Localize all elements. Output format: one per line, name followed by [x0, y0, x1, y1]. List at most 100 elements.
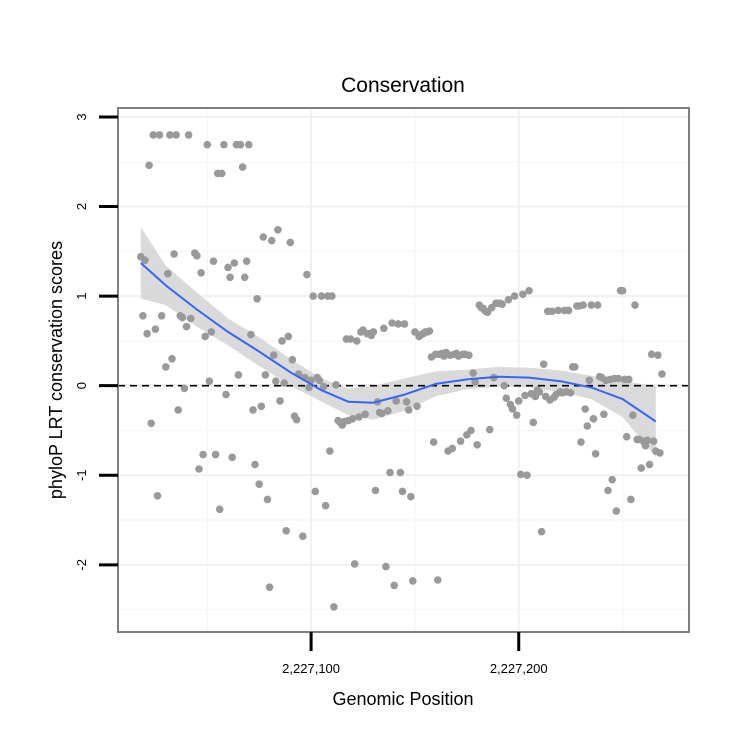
- data-point: [456, 437, 465, 446]
- data-point: [286, 238, 295, 247]
- data-point: [184, 131, 193, 139]
- data-point: [425, 327, 434, 335]
- data-point: [272, 377, 280, 386]
- data-point: [247, 330, 255, 339]
- data-point: [162, 363, 170, 371]
- data-point: [168, 355, 176, 363]
- data-point: [400, 320, 409, 328]
- data-point: [242, 257, 251, 266]
- data-point: [355, 413, 363, 421]
- data-point: [205, 377, 214, 386]
- data-point: [471, 378, 479, 386]
- data-point: [299, 532, 307, 540]
- confidence-band-layer: [140, 227, 656, 458]
- data-point: [207, 328, 216, 336]
- data-point: [332, 381, 340, 389]
- data-point: [512, 411, 521, 420]
- data-point: [174, 406, 182, 414]
- confidence-band: [140, 227, 656, 458]
- data-point: [591, 450, 600, 458]
- data-point: [172, 131, 180, 139]
- data-point: [656, 449, 664, 457]
- data-point: [149, 131, 158, 139]
- data-point: [321, 501, 330, 510]
- data-point: [203, 140, 212, 149]
- loess-smooth-line: [140, 262, 657, 423]
- data-point: [330, 603, 338, 611]
- data-point: [473, 441, 482, 449]
- data-point: [249, 406, 257, 414]
- data-point: [350, 560, 359, 568]
- data-point: [390, 581, 399, 590]
- data-point: [170, 250, 178, 258]
- data-point: [380, 324, 388, 333]
- x-tick-label: 2,227,200: [490, 661, 548, 676]
- data-point: [166, 131, 174, 139]
- data-point: [384, 407, 392, 415]
- data-point: [371, 486, 380, 495]
- data-point: [147, 419, 155, 428]
- panel-border: [117, 107, 690, 633]
- data-point: [629, 411, 637, 420]
- data-point: [209, 257, 218, 266]
- data-point: [485, 425, 494, 434]
- data-point: [386, 468, 394, 477]
- data-point: [377, 409, 386, 418]
- data-point: [589, 415, 598, 423]
- data-point: [141, 256, 149, 265]
- scatter-points: [137, 131, 666, 611]
- chart-title: Conservation: [341, 74, 465, 97]
- data-point: [382, 562, 390, 571]
- data-point: [535, 388, 544, 396]
- data-point: [618, 286, 627, 295]
- data-point: [548, 307, 556, 316]
- data-point: [587, 301, 596, 309]
- data-point: [319, 382, 328, 391]
- data-point: [523, 471, 531, 480]
- data-point: [311, 487, 320, 496]
- data-point: [519, 290, 527, 299]
- data-point: [269, 351, 278, 360]
- y-axis-title: phyloP LRT conservation scores: [46, 241, 66, 499]
- data-point: [521, 391, 529, 400]
- data-point: [608, 475, 616, 484]
- data-point: [429, 438, 438, 446]
- data-point: [396, 468, 405, 477]
- data-point: [649, 437, 658, 446]
- data-point: [182, 322, 191, 331]
- data-point: [282, 527, 291, 535]
- data-point: [579, 301, 587, 309]
- data-point: [539, 360, 548, 369]
- x-axis-title: Genomic Position: [332, 689, 473, 709]
- data-point: [326, 447, 334, 455]
- data-point: [305, 383, 313, 392]
- data-point: [388, 319, 396, 327]
- data-point: [139, 312, 147, 320]
- data-point: [153, 492, 162, 500]
- data-point: [328, 292, 336, 300]
- data-point: [525, 286, 533, 295]
- data-point: [658, 370, 666, 378]
- data-point: [228, 453, 236, 462]
- y-tick-label: 1: [74, 292, 89, 299]
- data-point: [180, 384, 189, 393]
- data-point: [259, 233, 268, 241]
- data-point: [224, 263, 232, 272]
- data-point: [164, 269, 172, 278]
- data-point: [222, 390, 230, 399]
- y-tick-label: 2: [74, 203, 89, 210]
- data-point: [238, 163, 247, 171]
- data-point: [514, 397, 523, 405]
- data-point: [267, 236, 276, 245]
- y-tick-label: -2: [74, 559, 89, 571]
- data-point: [448, 444, 457, 453]
- data-point: [143, 329, 151, 338]
- data-point: [645, 460, 654, 469]
- data-point: [186, 314, 195, 323]
- data-point: [581, 405, 589, 413]
- data-point: [593, 301, 602, 309]
- data-point: [537, 527, 546, 536]
- data-point: [278, 337, 286, 345]
- data-point: [404, 406, 413, 414]
